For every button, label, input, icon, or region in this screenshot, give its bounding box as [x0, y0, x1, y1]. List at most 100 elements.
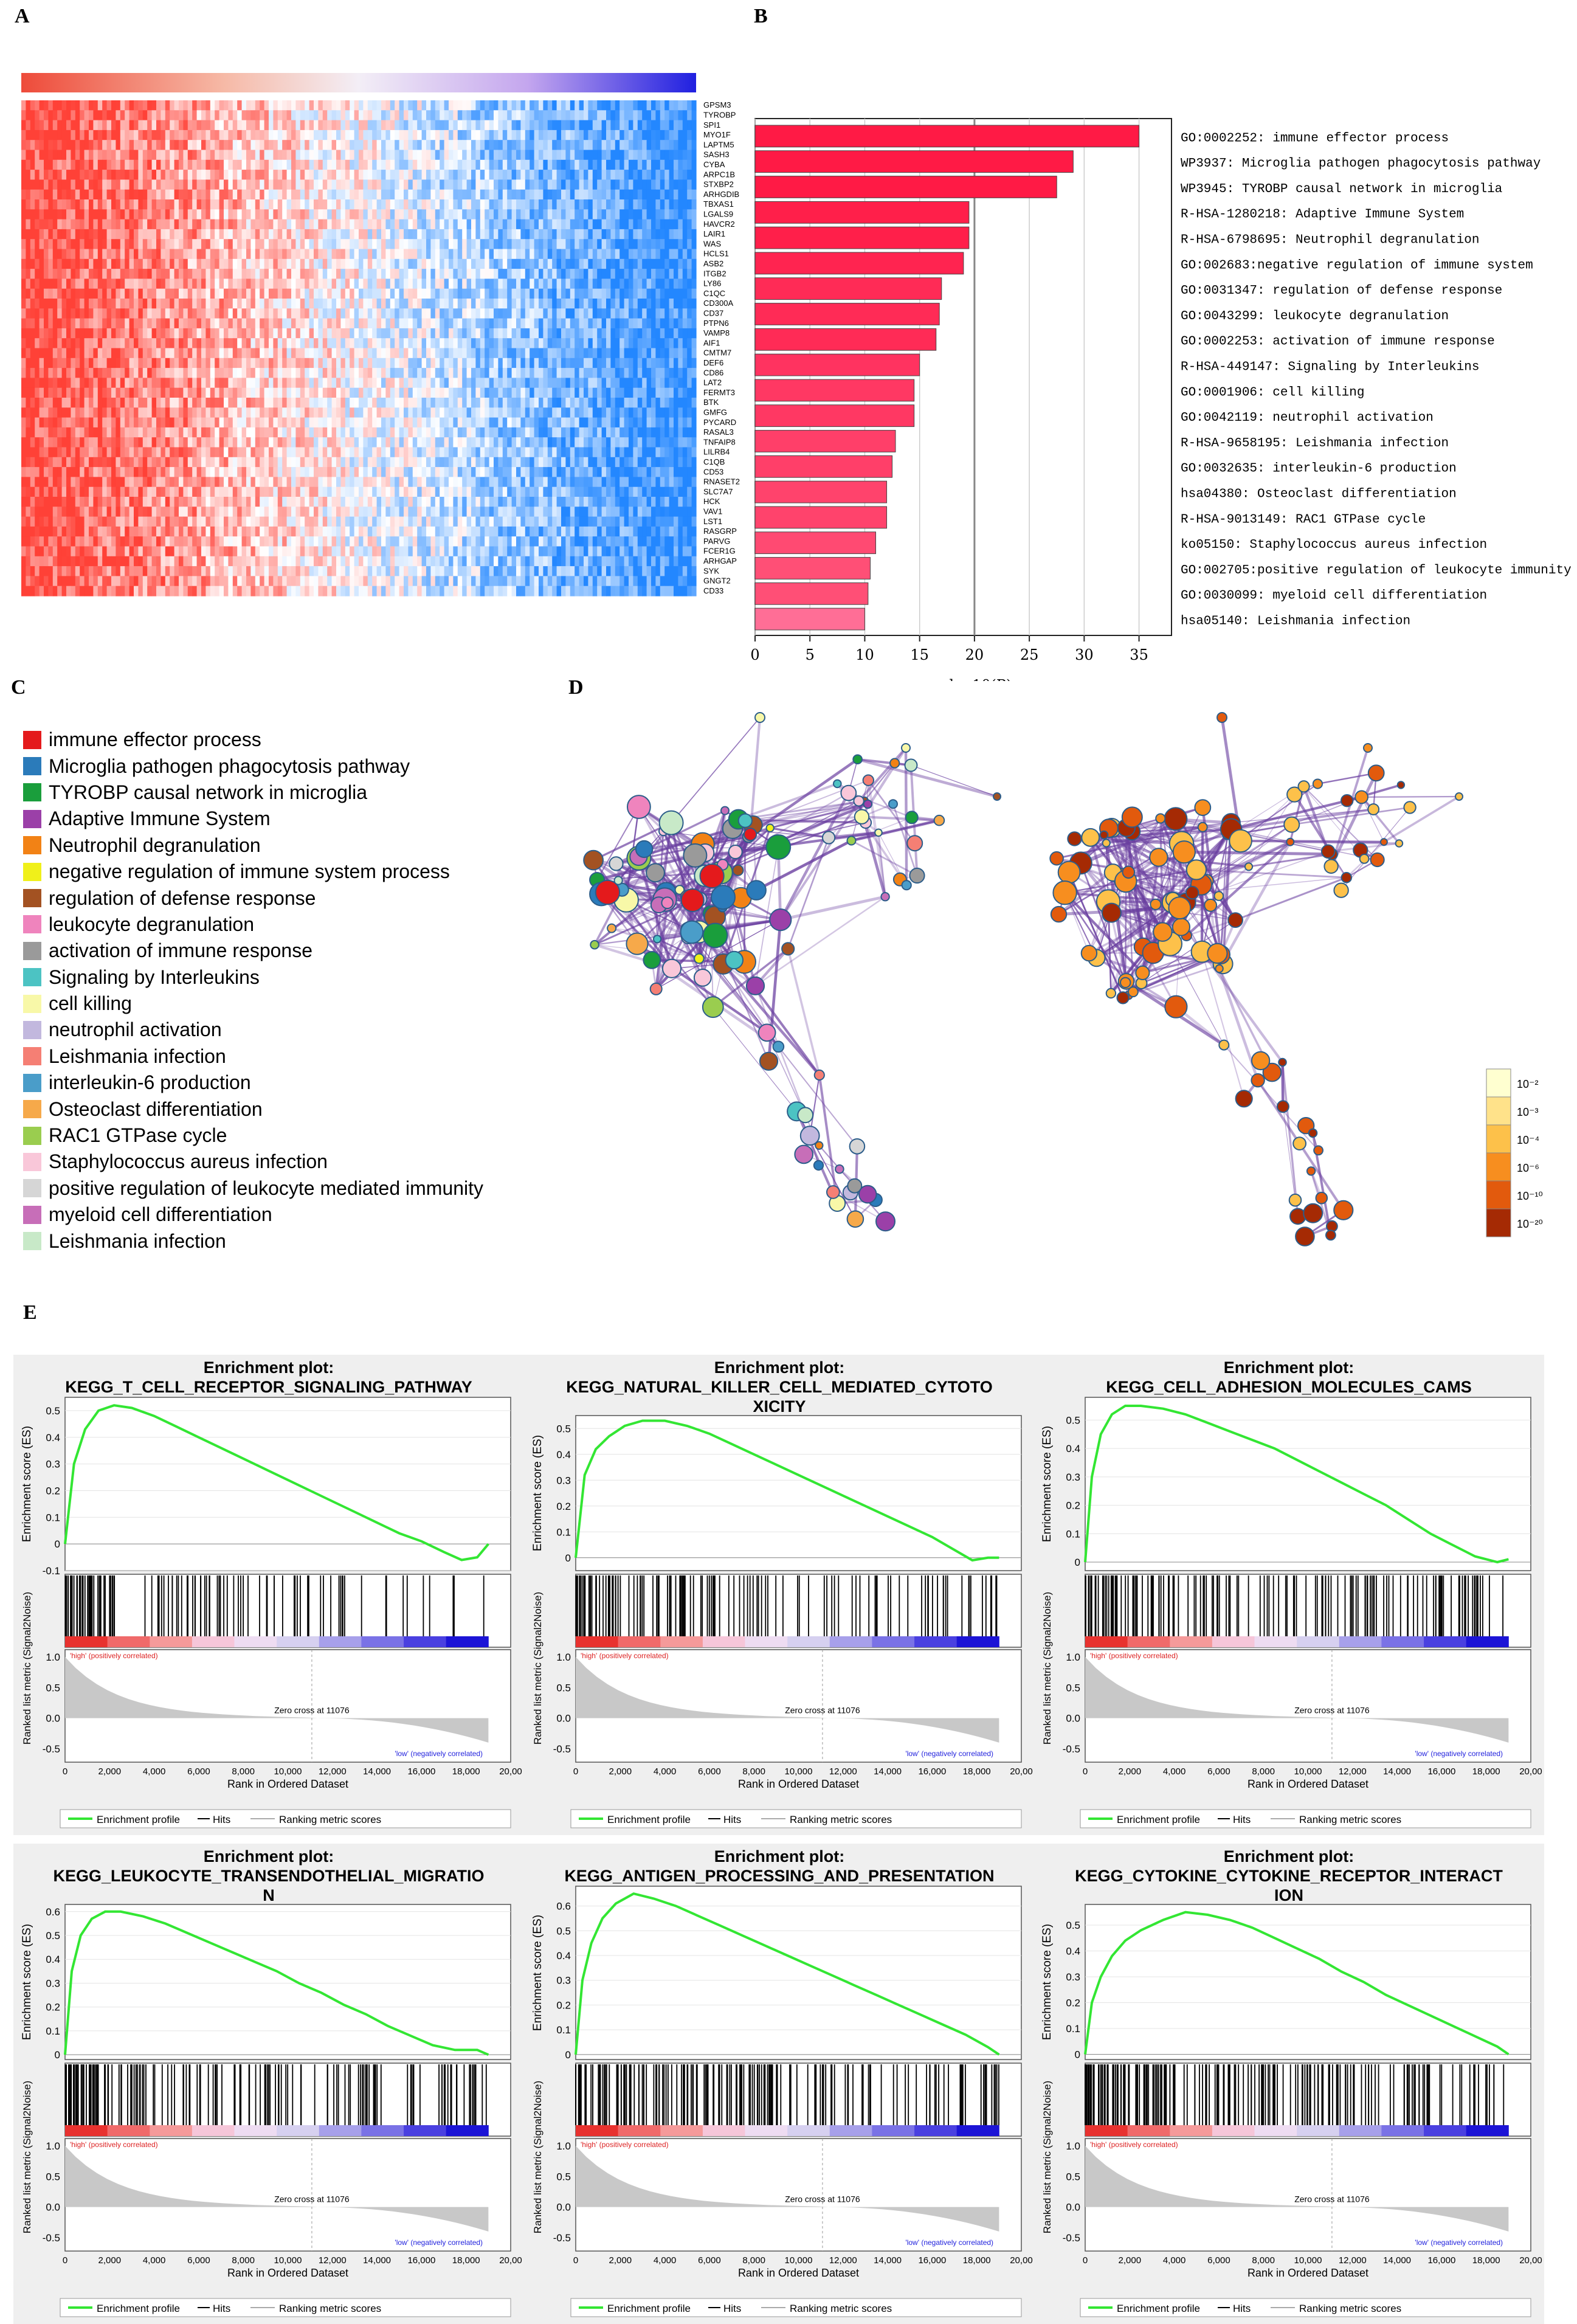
heatmap-cell	[417, 150, 423, 161]
heatmap-cell	[575, 170, 580, 180]
heatmap-cell	[359, 239, 364, 250]
heatmap-cell	[552, 209, 557, 220]
heatmap-cell	[277, 338, 283, 349]
heatmap-cell	[160, 288, 166, 299]
heatmap-cell	[44, 427, 49, 438]
heatmap-cell	[318, 328, 323, 339]
heatmap-cell	[678, 269, 683, 279]
heatmap-cell	[390, 378, 395, 389]
heatmap-cell	[449, 219, 454, 230]
heatmap-cell	[102, 110, 108, 121]
heatmap-cell	[66, 189, 71, 200]
heatmap-cell	[318, 170, 323, 180]
heatmap-cell	[516, 417, 521, 428]
heatmap-cell	[174, 338, 179, 349]
heatmap-cell	[93, 387, 98, 398]
heatmap-cell	[269, 110, 274, 121]
heatmap-cell	[237, 299, 243, 309]
heatmap-cell	[367, 209, 373, 220]
heatmap-cell	[26, 338, 31, 349]
heatmap-cell	[71, 130, 76, 140]
heatmap-cell	[489, 308, 494, 319]
heatmap-cell	[39, 427, 44, 438]
heatmap-cell	[269, 170, 274, 180]
heatmap-cell	[264, 299, 269, 309]
heatmap-cell	[372, 130, 378, 140]
heatmap-cell	[111, 387, 116, 398]
heatmap-cell	[116, 398, 121, 408]
heatmap-cell	[637, 318, 643, 329]
heatmap-cell	[629, 179, 633, 190]
heatmap-cell	[39, 328, 44, 339]
heatmap-cell	[215, 219, 220, 230]
heatmap-cell	[615, 219, 620, 230]
heatmap-cell	[228, 328, 233, 339]
heatmap-cell	[570, 299, 575, 309]
heatmap-cell	[52, 239, 58, 250]
heatmap-cell	[619, 170, 625, 180]
heatmap-cell	[192, 328, 198, 339]
heatmap-cell	[61, 209, 67, 220]
heatmap-cell	[327, 338, 333, 349]
heatmap-cell	[565, 189, 571, 200]
heatmap-cell	[485, 368, 490, 378]
heatmap-cell	[134, 299, 139, 309]
heatmap-cell	[260, 278, 265, 289]
heatmap-cell	[539, 258, 543, 269]
heatmap-cell	[215, 140, 220, 151]
heatmap-cell	[507, 358, 512, 368]
heatmap-cell	[309, 368, 314, 378]
heatmap-cell	[52, 269, 58, 279]
heatmap-cell	[269, 150, 274, 161]
heatmap-cell	[300, 318, 305, 329]
heatmap-cell	[165, 150, 170, 161]
heatmap-cell	[471, 387, 476, 398]
heatmap-cell	[52, 358, 58, 368]
heatmap-cell	[449, 150, 454, 161]
heatmap-cell	[174, 348, 179, 359]
heatmap-cell	[646, 417, 652, 428]
heatmap-cell	[399, 209, 404, 220]
heatmap-cell	[331, 358, 337, 368]
heatmap-cell	[350, 387, 355, 398]
heatmap-cell	[502, 229, 508, 240]
heatmap-cell	[440, 249, 445, 260]
heatmap-cell	[183, 159, 188, 170]
heatmap-cell	[224, 249, 229, 260]
heatmap-cell	[543, 130, 548, 140]
heatmap-cell	[309, 328, 314, 339]
heatmap-cell	[142, 199, 148, 210]
heatmap-cell	[449, 179, 454, 190]
heatmap-cell	[66, 170, 71, 180]
heatmap-cell	[165, 249, 170, 260]
heatmap-cell	[426, 368, 431, 378]
heatmap-cell	[111, 308, 116, 319]
heatmap-cell	[507, 239, 512, 250]
heatmap-cell	[336, 269, 341, 279]
heatmap-cell	[80, 378, 85, 389]
heatmap-cell	[669, 288, 674, 299]
heatmap-cell	[565, 150, 571, 161]
heatmap-cell	[629, 308, 633, 319]
heatmap-cell	[367, 338, 373, 349]
heatmap-cell	[372, 348, 378, 359]
heatmap-cell	[619, 249, 625, 260]
heatmap-cell	[241, 159, 247, 170]
heatmap-cell	[89, 398, 94, 408]
heatmap-cell	[318, 407, 323, 418]
heatmap-cell	[404, 219, 409, 230]
heatmap-cell	[430, 239, 436, 250]
heatmap-cell	[489, 318, 494, 329]
heatmap-cell	[615, 338, 620, 349]
heatmap-cell	[682, 299, 688, 309]
heatmap-cell	[215, 150, 220, 161]
heatmap-cell	[138, 239, 143, 250]
heatmap-cell	[215, 179, 220, 190]
heatmap-cell	[215, 398, 220, 408]
heatmap-cell	[44, 219, 49, 230]
heatmap-cell	[610, 278, 616, 289]
heatmap-cell	[350, 150, 355, 161]
heatmap-cell	[277, 368, 283, 378]
heatmap-cell	[660, 387, 665, 398]
heatmap-cell	[277, 378, 283, 389]
